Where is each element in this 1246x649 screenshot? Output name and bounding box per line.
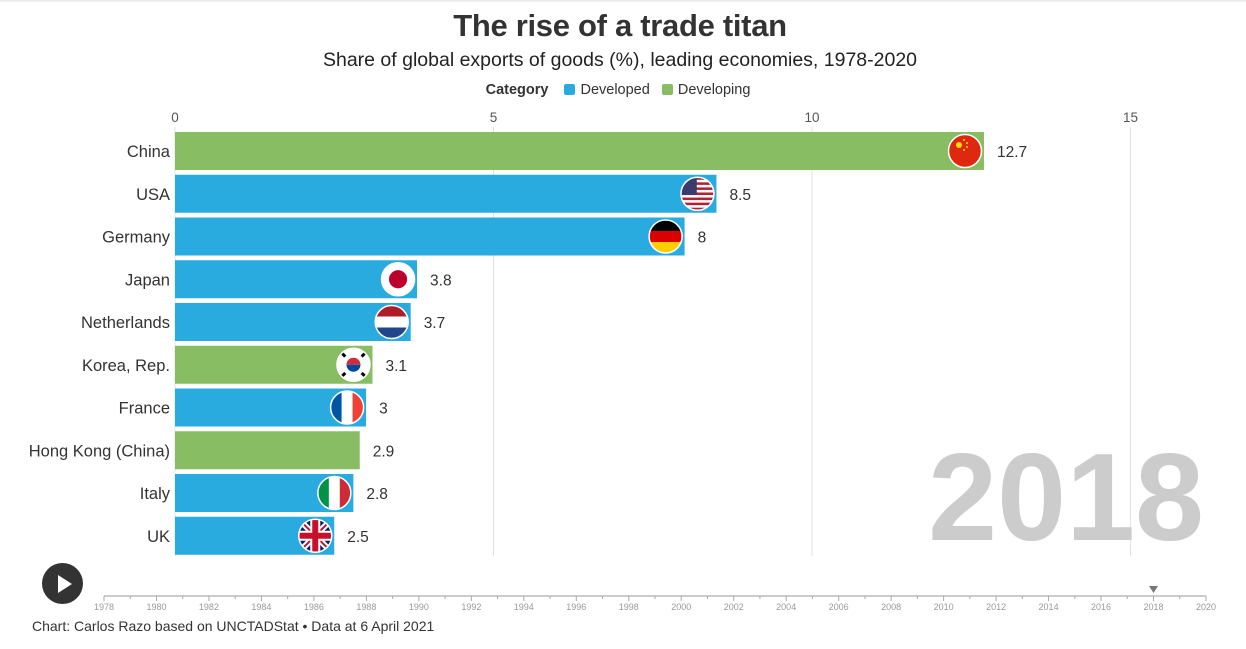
current-year-label: 2018 bbox=[928, 429, 1204, 567]
bar-row: Netherlands 3.7 bbox=[81, 303, 445, 341]
timeline-year-label[interactable]: 2000 bbox=[671, 602, 691, 612]
bar[interactable] bbox=[175, 431, 360, 470]
value-label: 12.7 bbox=[997, 144, 1027, 161]
timeline-year-label[interactable]: 1984 bbox=[251, 602, 271, 612]
flag-ring bbox=[680, 176, 715, 211]
timeline-year-label[interactable]: 1978 bbox=[94, 602, 114, 612]
flag-ring bbox=[329, 390, 365, 425]
category-label: Netherlands bbox=[81, 314, 170, 332]
legend-swatch-developing bbox=[661, 84, 673, 95]
value-label: 3.7 bbox=[424, 315, 446, 332]
category-label: UK bbox=[147, 528, 170, 546]
timeline-year-label[interactable]: 2008 bbox=[881, 602, 901, 612]
category-label: Germany bbox=[102, 229, 171, 247]
flag-ring bbox=[298, 518, 333, 553]
timeline-year-label[interactable]: 2020 bbox=[1196, 602, 1216, 612]
korea-flag-icon bbox=[336, 348, 370, 382]
category-label: China bbox=[127, 143, 171, 161]
value-label: 8 bbox=[698, 230, 707, 247]
bar-row: Germany 8 bbox=[102, 217, 707, 256]
value-label: 2.5 bbox=[347, 529, 369, 546]
bar[interactable] bbox=[175, 174, 717, 213]
bar-row: Italy 2.8 bbox=[140, 474, 388, 512]
timeline-year-label[interactable]: 2004 bbox=[776, 602, 796, 612]
x-tick-label: 0 bbox=[171, 110, 179, 125]
timeline-year-label[interactable]: 1996 bbox=[566, 602, 586, 612]
year-timeline[interactable]: 1978 1980 1982 1984 1986 1988 1990 1992 1994 1996… bbox=[90, 580, 1220, 616]
netherlands-flag-icon bbox=[375, 305, 409, 339]
x-tick-label: 15 bbox=[1123, 110, 1138, 125]
timeline-year-label[interactable]: 1998 bbox=[619, 602, 639, 612]
legend: Category Developed Developing bbox=[0, 82, 1240, 98]
timeline-year-label[interactable]: 2012 bbox=[986, 602, 1006, 612]
flag-ring bbox=[947, 133, 983, 169]
value-label: 2.9 bbox=[373, 443, 395, 460]
legend-label-developing: Developing bbox=[677, 82, 751, 98]
flag-ring bbox=[317, 475, 352, 511]
value-label: 2.8 bbox=[366, 486, 388, 503]
timeline-year-label[interactable]: 1988 bbox=[356, 602, 376, 612]
category-label: Hong Kong (China) bbox=[29, 442, 170, 460]
chart-subtitle: Share of global exports of goods (%), le… bbox=[322, 49, 918, 71]
category-label: Italy bbox=[140, 485, 171, 503]
germany-flag-icon bbox=[649, 220, 683, 253]
top-shadow bbox=[0, 0, 1246, 3]
value-label: 3 bbox=[379, 401, 388, 418]
flag-ring bbox=[336, 347, 371, 382]
flag-ring bbox=[380, 262, 416, 297]
x-tick-label: 10 bbox=[804, 110, 819, 125]
timeline-year-label[interactable]: 2002 bbox=[724, 602, 744, 612]
bar[interactable] bbox=[175, 260, 418, 299]
play-button[interactable] bbox=[42, 563, 83, 604]
value-label: 3.1 bbox=[385, 358, 407, 375]
legend-title: Category bbox=[485, 82, 549, 98]
timeline-year-label[interactable]: 1990 bbox=[409, 602, 429, 612]
uk-flag-icon bbox=[298, 519, 332, 553]
category-label: USA bbox=[136, 186, 170, 204]
chart-title: The rise of a trade titan bbox=[453, 8, 787, 43]
bar-row: USA 8.5 bbox=[136, 174, 751, 213]
france-flag-icon bbox=[330, 391, 364, 424]
bar-chart: 0 5 10 15 2018 China 12.7 USA 8.5 Germany 8 Japan 3.… bbox=[29, 110, 1204, 567]
timeline-year-label[interactable]: 1992 bbox=[461, 602, 481, 612]
legend-item-developed[interactable]: Developed bbox=[564, 82, 650, 98]
bar-row: UK 2.5 bbox=[147, 516, 369, 555]
category-label: Japan bbox=[125, 271, 170, 289]
bar[interactable] bbox=[175, 217, 685, 256]
timeline-year-label[interactable]: 2014 bbox=[1039, 602, 1059, 612]
legend-item-developing[interactable]: Developing bbox=[661, 82, 751, 98]
italy-flag-icon bbox=[317, 476, 351, 510]
category-label: Korea, Rep. bbox=[82, 357, 170, 375]
play-icon bbox=[58, 575, 72, 593]
bar-row: France 3 bbox=[119, 388, 388, 427]
bar-row: Japan 3.8 bbox=[125, 260, 452, 299]
bar-row: China 12.7 bbox=[127, 132, 1027, 170]
flag-ring bbox=[374, 304, 409, 340]
category-label: France bbox=[119, 400, 170, 418]
japan-flag-icon bbox=[381, 262, 415, 296]
timeline-year-label[interactable]: 1980 bbox=[146, 602, 166, 612]
bar-row: Hong Kong (China) 2.9 bbox=[29, 431, 395, 470]
bar-row: Korea, Rep. 3.1 bbox=[82, 345, 407, 384]
china-flag-icon bbox=[948, 134, 982, 168]
value-label: 8.5 bbox=[729, 187, 751, 204]
legend-swatch-developed bbox=[564, 84, 576, 95]
timeline-year-label[interactable]: 1986 bbox=[304, 602, 324, 612]
timeline-year-label[interactable]: 2018 bbox=[1144, 602, 1164, 612]
bar[interactable] bbox=[175, 303, 411, 341]
timeline-year-label[interactable]: 2016 bbox=[1091, 602, 1111, 612]
bar[interactable] bbox=[175, 132, 984, 170]
timeline-marker-icon[interactable] bbox=[1149, 586, 1159, 593]
timeline-year-label[interactable]: 2006 bbox=[829, 602, 849, 612]
timeline-year-label[interactable]: 1982 bbox=[199, 602, 219, 612]
usa-flag-icon bbox=[680, 177, 714, 211]
legend-label-developed: Developed bbox=[580, 82, 650, 98]
flag-ring bbox=[648, 219, 683, 254]
timeline-year-label[interactable]: 1994 bbox=[514, 602, 534, 612]
value-label: 3.8 bbox=[430, 272, 452, 289]
timeline-year-label[interactable]: 2010 bbox=[934, 602, 954, 612]
footer-credit: Chart: Carlos Razo based on UNCTADStat •… bbox=[32, 618, 435, 634]
x-tick-label: 5 bbox=[490, 110, 498, 125]
